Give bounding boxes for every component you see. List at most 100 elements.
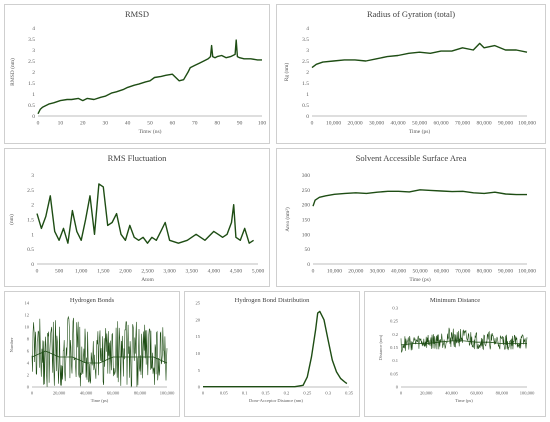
chart-panel-radius-of-gyration <box>276 4 546 144</box>
x-tick-label-sasa: 60,000 <box>434 269 449 275</box>
x-tick-label-minimum-distance: 0 <box>400 391 403 396</box>
y-tick-label-hbond-distribution: 10 <box>196 351 201 356</box>
x-tick-label-sasa: 30,000 <box>370 269 385 275</box>
chart-title-hydrogen-bonds: Hydrogen Bonds <box>70 297 115 304</box>
series-line-rms-fluctuation <box>36 183 254 244</box>
y-tick-label-hbond-distribution: 25 <box>196 301 201 306</box>
chart-title-minimum-distance: Minimum Distance <box>430 297 480 304</box>
y-tick-label-minimum-distance: 0.2 <box>392 332 398 337</box>
x-tick-label-sasa: 50,000 <box>412 269 427 275</box>
y-tick-label-sasa: 0 <box>307 262 310 268</box>
y-tick-label-minimum-distance: 0.05 <box>390 371 399 376</box>
x-tick-label-radius-of-gyration: 30,000 <box>369 121 384 127</box>
y-tick-label-rmsd: 1.5 <box>28 81 35 87</box>
x-tick-label-hbond-distribution: 0.25 <box>303 391 312 396</box>
y-tick-label-hydrogen-bonds: 6 <box>27 349 30 354</box>
y-tick-label-radius-of-gyration: 2 <box>306 70 309 76</box>
y-tick-label-rmsd: 3.5 <box>28 37 35 43</box>
x-tick-label-rmsd: 10 <box>58 121 64 127</box>
y-tick-label-hydrogen-bonds: 10 <box>25 325 30 330</box>
x-tick-label-hbond-distribution: 0.15 <box>262 391 271 396</box>
x-tick-label-rms-fluctuation: 0 <box>36 269 39 275</box>
x-tick-label-hydrogen-bonds: 60,000 <box>107 391 120 397</box>
y-tick-label-hbond-distribution: 15 <box>196 334 201 339</box>
x-axis-title-rms-fluctuation: Atom <box>141 277 154 283</box>
x-tick-label-hbond-distribution: 0.3 <box>325 391 331 396</box>
series-band-minimum-distance <box>400 327 528 353</box>
y-tick-label-sasa: 150 <box>302 217 311 223</box>
y-tick-label-sasa: 200 <box>302 203 311 209</box>
chart-title-sasa: Solvent Accessible Surface Area <box>356 153 467 163</box>
y-tick-label-rms-fluctuation: 2.5 <box>27 188 34 194</box>
x-tick-label-sasa: 90,000 <box>498 269 513 275</box>
x-tick-label-hydrogen-bonds: 40,000 <box>80 391 93 397</box>
y-tick-label-minimum-distance: 0 <box>396 385 399 390</box>
x-tick-label-minimum-distance: 100,000 <box>520 391 535 397</box>
series-line-rmsd <box>37 39 262 115</box>
x-tick-label-rmsd: 90 <box>237 121 243 127</box>
x-tick-label-rmsd: 100 <box>258 121 267 127</box>
x-axis-title-hydrogen-bonds: Time (ps) <box>91 398 109 403</box>
y-tick-label-rmsd: 0.5 <box>28 103 35 109</box>
y-tick-label-rmsd: 2.5 <box>28 59 35 65</box>
x-tick-label-sasa: 20,000 <box>348 269 363 275</box>
y-tick-label-sasa: 50 <box>305 247 311 253</box>
y-tick-label-minimum-distance: 0.3 <box>392 306 398 311</box>
series-line-sasa <box>312 189 527 207</box>
y-tick-label-rmsd: 4 <box>32 26 35 32</box>
series-line-radius-of-gyration <box>311 42 528 69</box>
y-axis-title-rmsd: RMSD (nm) <box>9 58 16 86</box>
y-tick-label-sasa: 100 <box>302 232 311 238</box>
y-tick-label-hydrogen-bonds: 8 <box>27 337 30 342</box>
x-tick-label-rms-fluctuation: 4,000 <box>208 269 221 275</box>
x-tick-label-radius-of-gyration: 40,000 <box>390 121 405 127</box>
x-tick-label-radius-of-gyration: 70,000 <box>455 121 470 127</box>
y-tick-label-rmsd: 1 <box>32 92 35 98</box>
x-tick-label-radius-of-gyration: 80,000 <box>476 121 491 127</box>
y-tick-label-sasa: 250 <box>302 188 311 194</box>
y-tick-label-hbond-distribution: 20 <box>196 317 201 322</box>
y-tick-label-rms-fluctuation: 1 <box>31 232 34 238</box>
x-axis-title-hbond-distribution: Donr-Acceptor Distance (nm) <box>249 398 303 403</box>
x-tick-label-radius-of-gyration: 90,000 <box>498 121 513 127</box>
y-tick-label-rms-fluctuation: 1.5 <box>27 217 34 223</box>
y-tick-label-hydrogen-bonds: 14 <box>25 301 30 306</box>
x-axis-title-radius-of-gyration: Time (ps) <box>409 128 431 135</box>
y-tick-label-rms-fluctuation: 3 <box>31 173 34 179</box>
y-axis-title-sasa: Area (nm²) <box>284 207 291 232</box>
x-tick-label-rms-fluctuation: 5,000 <box>252 269 265 275</box>
y-tick-label-rms-fluctuation: 0 <box>31 262 34 268</box>
y-tick-label-radius-of-gyration: 1.5 <box>302 81 309 87</box>
y-tick-label-hbond-distribution: 0 <box>198 385 201 390</box>
y-tick-label-hydrogen-bonds: 2 <box>27 373 29 378</box>
y-tick-label-hbond-distribution: 5 <box>198 368 201 373</box>
x-tick-label-rmsd: 20 <box>80 121 86 127</box>
series-line-hbond-distribution <box>203 310 348 388</box>
x-tick-label-rms-fluctuation: 3,500 <box>186 269 199 275</box>
x-tick-label-sasa: 40,000 <box>391 269 406 275</box>
x-tick-label-rms-fluctuation: 3,000 <box>163 269 176 275</box>
x-tick-label-rms-fluctuation: 500 <box>55 269 64 275</box>
y-tick-label-sasa: 300 <box>302 173 311 179</box>
x-tick-label-hbond-distribution: 0 <box>202 391 205 396</box>
y-axis-title-minimum-distance: Distance (nm) <box>378 334 383 360</box>
x-tick-label-minimum-distance: 40,000 <box>445 391 458 397</box>
x-axis-title-minimum-distance: Time (ps) <box>455 398 473 403</box>
x-tick-label-hydrogen-bonds: 20,000 <box>53 391 66 397</box>
chart-panel-minimum-distance <box>364 291 546 417</box>
y-tick-label-radius-of-gyration: 3 <box>306 48 309 54</box>
x-tick-label-rmsd: 50 <box>147 121 153 127</box>
x-tick-label-hbond-distribution: 0.35 <box>345 391 354 396</box>
y-tick-label-hydrogen-bonds: 0 <box>27 385 30 390</box>
x-tick-label-rms-fluctuation: 2,000 <box>119 269 132 275</box>
x-tick-label-hbond-distribution: 0.05 <box>220 391 229 396</box>
chart-title-radius-of-gyration: Radius of Gyration (total) <box>367 9 455 19</box>
y-tick-label-radius-of-gyration: 1 <box>306 92 309 98</box>
x-tick-label-sasa: 100,000 <box>518 269 536 275</box>
x-tick-label-rmsd: 40 <box>125 121 131 127</box>
x-tick-label-sasa: 80,000 <box>477 269 492 275</box>
y-axis-title-hydrogen-bonds: Number <box>9 337 14 352</box>
x-tick-label-radius-of-gyration: 10,000 <box>326 121 341 127</box>
y-axis-title-radius-of-gyration: Rg (nm) <box>283 63 290 82</box>
